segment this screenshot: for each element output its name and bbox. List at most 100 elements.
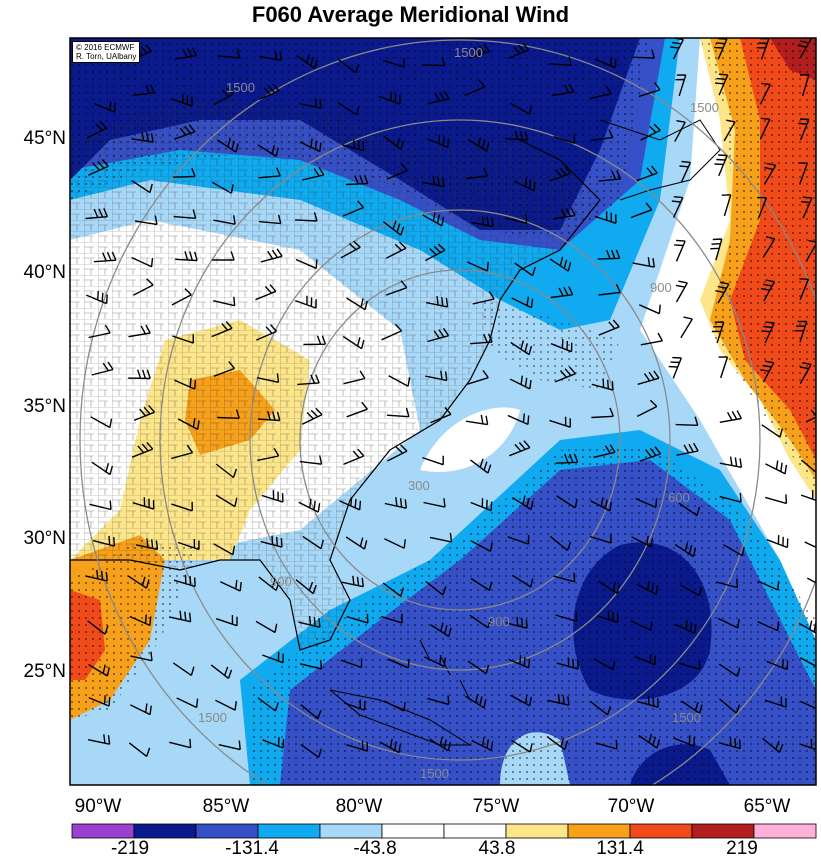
wind-barb (467, 261, 489, 272)
wind-barb (382, 220, 405, 236)
lat-label-30: 30°N (23, 528, 66, 549)
wind-barb (343, 370, 366, 385)
wind-barb (467, 369, 489, 385)
wind-barb (262, 651, 284, 664)
wind-barb (675, 74, 687, 97)
wind-barb (128, 324, 151, 338)
wind-barb (425, 370, 448, 382)
stipple-south (250, 445, 816, 785)
wind-barb (673, 735, 695, 747)
wind-barb (719, 698, 741, 714)
wind-barb (339, 496, 362, 511)
wind-barb (640, 332, 664, 346)
contour-label: 300 (408, 478, 430, 493)
wind-barb (381, 323, 403, 341)
wind-barb (384, 538, 406, 549)
wind-barb (258, 576, 280, 592)
wind-barb (88, 324, 111, 339)
wind-barb (512, 495, 534, 511)
wind-barb (549, 416, 571, 428)
wind-barb (681, 700, 703, 714)
wind-barb (554, 366, 576, 383)
wind-barb (378, 91, 401, 105)
wind-barb (262, 737, 285, 749)
wind-barb (131, 256, 154, 268)
wind-barb (212, 251, 235, 261)
lat-label-45: 45°N (23, 128, 66, 149)
wind-barb (594, 56, 617, 69)
wind-barb (295, 258, 318, 269)
wind-barb (427, 90, 450, 105)
wind-barb (131, 131, 154, 143)
wind-barb (382, 58, 405, 68)
wind-barb (177, 418, 200, 431)
wind-barb (256, 324, 278, 341)
wind-barb (549, 56, 572, 66)
wind-barb (422, 212, 445, 227)
wind-barb (213, 296, 236, 307)
wind-barb (213, 361, 236, 377)
wind-barb (88, 695, 111, 707)
wind-barb (388, 375, 411, 387)
wind-barb (343, 448, 365, 466)
wind-barb (719, 410, 743, 423)
wind-barb (765, 494, 788, 505)
wind-barb (636, 399, 658, 418)
wind-barb (213, 215, 236, 225)
wind-barb (425, 296, 449, 308)
wind-barb (343, 699, 366, 711)
wind-barb (297, 374, 320, 386)
wind-barb (472, 291, 495, 305)
map-field (70, 38, 816, 785)
wind-barb (714, 73, 729, 96)
wind-barb (257, 447, 280, 462)
coastline (70, 139, 601, 651)
wind-barb (258, 167, 281, 179)
wind-barb (300, 704, 322, 720)
wind-barb (550, 286, 574, 299)
wind-barb (668, 356, 682, 379)
wind-barb (636, 165, 658, 182)
wind-barb (674, 120, 686, 142)
wind-barb (130, 651, 153, 662)
wind-barb (547, 694, 570, 706)
wind-barb (132, 84, 156, 96)
wind-barb (169, 738, 192, 749)
lat-label-40: 40°N (23, 262, 66, 283)
wind-barb (471, 737, 494, 752)
wind-barb (638, 733, 661, 749)
wind-barb (765, 460, 788, 475)
wind-barb (764, 696, 787, 708)
colorbar-tick-label: 43.8 (478, 838, 516, 859)
wind-barb (762, 737, 784, 753)
wind-barb (714, 154, 728, 177)
colorbar-swatch (753, 823, 817, 839)
wind-barb (556, 495, 578, 509)
wind-barb (510, 340, 533, 356)
wind-barb (590, 129, 614, 141)
wind-barb (766, 658, 789, 671)
wind-barb (346, 401, 368, 418)
wind-barb (258, 214, 282, 225)
wind-barb (799, 74, 810, 97)
colorbar-swatch (195, 823, 259, 839)
stipple-west (70, 540, 200, 720)
wind-barb (340, 240, 361, 259)
wind-barb (430, 407, 452, 424)
wind-barb (385, 241, 407, 259)
wind-barb (294, 212, 318, 222)
wind-barb (257, 697, 279, 712)
wind-barb (258, 83, 280, 101)
wind-barb (261, 490, 284, 503)
colorbar-tick-label: -43.8 (353, 838, 397, 859)
wind-barb (135, 538, 159, 551)
wind-barb (762, 236, 776, 258)
wind-barb (217, 49, 241, 59)
wind-barb (427, 134, 450, 149)
wind-barb (794, 320, 808, 343)
wind-barb (638, 82, 661, 98)
wind-barb (215, 699, 237, 711)
wind-barb (173, 574, 196, 588)
wind-barb (220, 579, 242, 592)
